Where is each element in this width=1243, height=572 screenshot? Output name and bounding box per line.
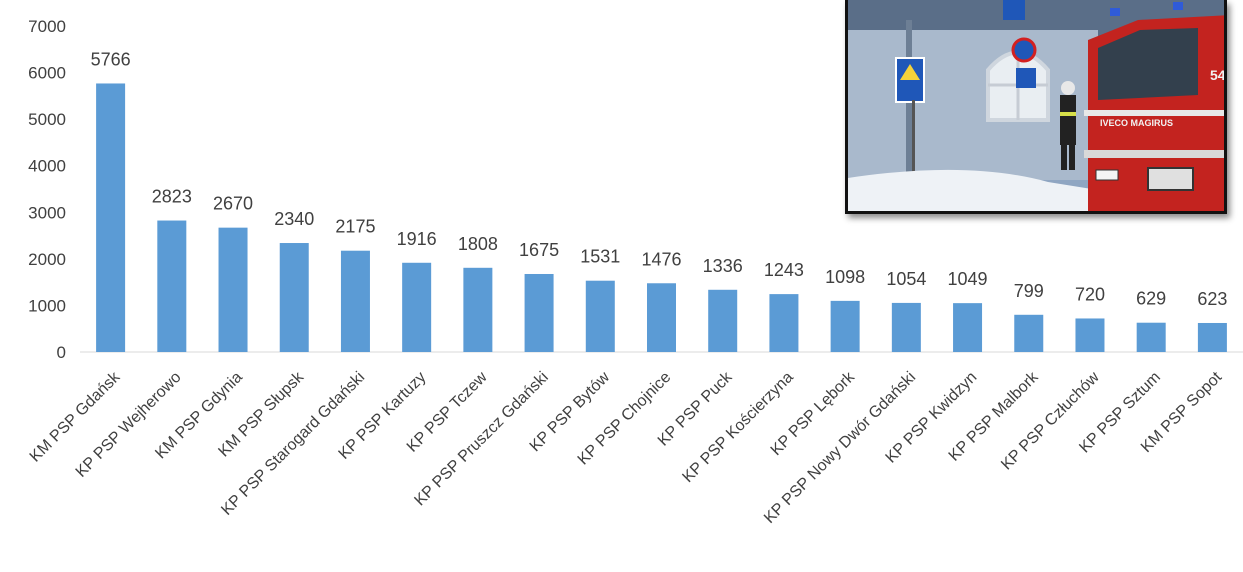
data-label: 2670 bbox=[213, 194, 253, 214]
bar bbox=[647, 283, 676, 352]
data-label: 2823 bbox=[152, 187, 192, 207]
y-tick-label: 6000 bbox=[28, 64, 66, 83]
bar bbox=[157, 220, 187, 352]
bar bbox=[708, 289, 738, 352]
data-label: 1098 bbox=[825, 267, 865, 287]
data-labels: 5766 2823 2670 2340 2175 1916 1808 1675 1531 1476… bbox=[91, 49, 1228, 309]
y-tick-label: 1000 bbox=[28, 296, 66, 315]
data-label: 1916 bbox=[397, 229, 437, 249]
y-axis: 0 1000 2000 3000 4000 5000 6000 7000 bbox=[28, 17, 66, 362]
bar bbox=[585, 280, 615, 352]
y-tick-label: 5000 bbox=[28, 110, 66, 129]
data-label: 2340 bbox=[274, 209, 314, 229]
truck-brand-text: IVECO MAGIRUS bbox=[1100, 118, 1173, 128]
y-tick-label: 3000 bbox=[28, 203, 66, 222]
bar bbox=[1197, 322, 1227, 352]
data-label: 1336 bbox=[703, 256, 743, 276]
data-label: 623 bbox=[1197, 289, 1227, 309]
data-label: 1476 bbox=[641, 249, 681, 269]
data-label: 629 bbox=[1136, 289, 1166, 309]
y-tick-label: 7000 bbox=[28, 17, 66, 36]
y-tick-label: 0 bbox=[57, 343, 66, 362]
bar bbox=[524, 273, 554, 352]
bar bbox=[402, 262, 432, 352]
bar bbox=[953, 303, 983, 352]
bar bbox=[340, 250, 370, 352]
bar bbox=[891, 302, 921, 352]
bars bbox=[96, 83, 1227, 352]
bar bbox=[463, 267, 493, 352]
bar bbox=[830, 300, 860, 352]
bar bbox=[1014, 314, 1044, 352]
data-label: 1049 bbox=[948, 269, 988, 289]
bar bbox=[1075, 318, 1105, 352]
bar bbox=[96, 83, 126, 352]
data-label: 1054 bbox=[886, 269, 926, 289]
bar bbox=[218, 227, 248, 352]
data-label: 1675 bbox=[519, 240, 559, 260]
data-label: 1531 bbox=[580, 247, 620, 267]
truck-number-text: 54 bbox=[1210, 67, 1226, 83]
data-label: 720 bbox=[1075, 284, 1105, 304]
data-label: 1808 bbox=[458, 234, 498, 254]
fire-truck-photo: IVECO MAGIRUS 54 bbox=[845, 0, 1227, 214]
category-label: KP PSP Wejherowo bbox=[73, 369, 185, 481]
y-tick-label: 4000 bbox=[28, 157, 66, 176]
y-tick-label: 2000 bbox=[28, 250, 66, 269]
data-label: 2175 bbox=[335, 217, 375, 237]
data-label: 1243 bbox=[764, 260, 804, 280]
bar bbox=[1136, 322, 1166, 352]
category-label: KP PSP Kościerzyna bbox=[679, 369, 796, 486]
data-label: 5766 bbox=[91, 49, 131, 69]
data-label: 799 bbox=[1014, 281, 1044, 301]
bar bbox=[769, 294, 799, 352]
bar bbox=[279, 243, 309, 352]
